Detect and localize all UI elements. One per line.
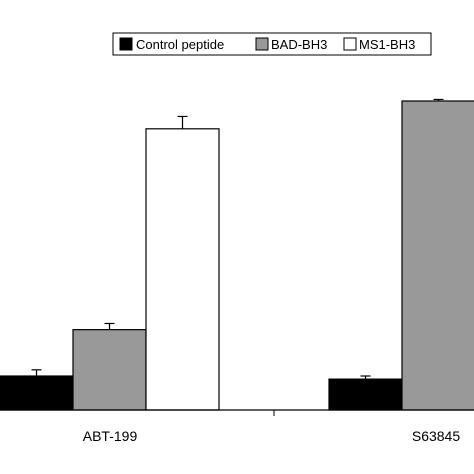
- legend-swatch-control-peptide: [119, 37, 133, 51]
- error-bars-layer: [31, 98, 444, 380]
- x-tick-label-s63845: S63845: [412, 428, 460, 444]
- bar-bad-bh3-abt-199: [72, 329, 147, 411]
- x-tick-label-abt-199: ABT-199: [83, 428, 138, 444]
- legend-label-bad-bh3: BAD-BH3: [271, 37, 327, 52]
- legend-label-control-peptide: Control peptide: [136, 37, 224, 52]
- bar-control-peptide-abt-199: [0, 375, 74, 411]
- legend-swatch-ms1-bh3: [343, 37, 357, 51]
- legend: Control peptide BAD-BH3 MS1-BH3: [112, 32, 432, 56]
- legend-label-ms1-bh3: MS1-BH3: [359, 37, 415, 52]
- bar-control-peptide-s63845: [328, 378, 403, 411]
- bar-ms1-bh3-abt-199: [145, 128, 220, 411]
- bars-layer: [0, 100, 474, 411]
- bar-bad-bh3-s63845: [401, 100, 474, 411]
- legend-swatch-bad-bh3: [255, 37, 269, 51]
